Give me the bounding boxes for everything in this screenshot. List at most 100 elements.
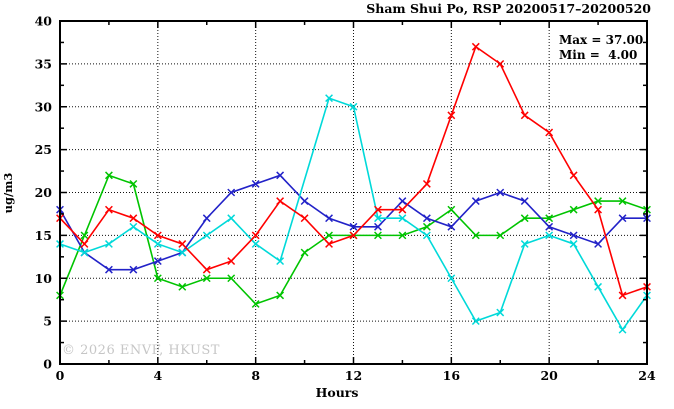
- marker-stroke: [202, 265, 211, 274]
- series-cyan-marker-h7: [227, 214, 236, 223]
- marker-stroke: [129, 179, 138, 188]
- y-tick-label-20: 20: [35, 185, 53, 200]
- marker-stroke: [569, 231, 578, 240]
- series-cyan-marker-h4: [153, 240, 162, 248]
- marker-stroke: [520, 240, 529, 248]
- marker-stroke: [349, 222, 358, 231]
- series-green-marker-h2: [104, 171, 113, 180]
- marker-stroke: [153, 257, 162, 266]
- series-cyan-marker-h21: [569, 240, 578, 248]
- marker-stroke: [251, 231, 260, 240]
- marker-stroke: [618, 291, 627, 300]
- series-green-marker-h4: [153, 274, 162, 283]
- series-green-marker-h13: [374, 231, 382, 240]
- marker-stroke: [398, 205, 407, 214]
- series-red-marker-h23: [618, 291, 627, 300]
- series-cyan-marker-h12: [349, 102, 358, 111]
- series-green-marker-h15: [422, 222, 431, 231]
- marker-stroke: [227, 214, 236, 223]
- series-red-marker-h17: [471, 42, 480, 51]
- series-red-marker-h16: [447, 111, 456, 120]
- marker-stroke: [276, 291, 285, 300]
- marker-stroke: [202, 231, 211, 240]
- x-axis-title: Hours: [315, 385, 359, 400]
- series-blue-marker-h2: [104, 265, 113, 274]
- series-blue-marker-h3: [129, 265, 138, 274]
- marker-stroke: [520, 111, 529, 120]
- chart-title: Sham Shui Po, RSP 20200517–20200520: [366, 1, 651, 16]
- series-red-marker-h3: [129, 214, 138, 223]
- marker-stroke: [374, 214, 382, 223]
- marker-stroke: [496, 59, 505, 68]
- marker-stroke: [496, 188, 505, 197]
- series-green-marker-h11: [325, 231, 333, 240]
- series-green-line: [59, 174, 648, 305]
- marker-stroke: [545, 222, 554, 231]
- series-green-marker-h23: [618, 197, 627, 206]
- series-blue-marker-h9: [276, 171, 285, 180]
- marker-stroke: [594, 282, 603, 291]
- marker-stroke: [178, 282, 187, 291]
- series-red-marker-h9: [276, 197, 285, 206]
- marker-stroke: [276, 197, 285, 206]
- marker-stroke: [471, 231, 480, 240]
- series-cyan-marker-h17: [471, 317, 480, 326]
- marker-stroke: [251, 240, 260, 248]
- x-tick-label-0: 0: [56, 368, 65, 383]
- series-blue-marker-h12: [349, 222, 358, 231]
- series-blue-marker-h16: [447, 222, 456, 231]
- x-tick-label-20: 20: [540, 368, 558, 383]
- series-green-marker-h20: [545, 214, 554, 223]
- marker-stroke: [202, 214, 211, 223]
- series-green-marker-h3: [129, 179, 138, 188]
- marker-stroke: [545, 128, 554, 137]
- series-green-marker-h16: [447, 205, 456, 214]
- marker-stroke: [349, 231, 358, 240]
- marker-stroke: [398, 231, 407, 240]
- series-green-marker-h7: [227, 274, 236, 283]
- marker-stroke: [300, 248, 309, 257]
- series-red-marker-h10: [300, 214, 309, 223]
- marker-stroke: [594, 197, 603, 206]
- series-green-marker-h1: [80, 231, 89, 240]
- marker-stroke: [422, 179, 431, 188]
- watermark: © 2026 ENVF, HKUST: [62, 343, 220, 358]
- series-green-marker-h22: [594, 197, 603, 206]
- series-cyan-marker-h19: [520, 240, 529, 248]
- series-cyan-marker-h22: [594, 282, 603, 291]
- series-cyan-line: [59, 97, 648, 332]
- marker-stroke: [447, 205, 456, 214]
- marker-stroke: [374, 231, 382, 240]
- max-min-annotation: Max = 37.00 Min = 4.00: [559, 33, 643, 63]
- series-blue-marker-h7: [227, 188, 236, 197]
- marker-stroke: [227, 188, 236, 197]
- series-cyan-marker-h11: [325, 94, 333, 103]
- marker-stroke: [422, 222, 431, 231]
- marker-stroke: [129, 265, 138, 274]
- marker-stroke: [594, 240, 603, 248]
- min-value-label: Min = 4.00: [559, 48, 638, 62]
- marker-stroke: [104, 265, 113, 274]
- series-cyan-marker-h3: [129, 222, 138, 231]
- marker-stroke: [618, 214, 627, 223]
- series-blue-marker-h10: [300, 197, 309, 206]
- marker-stroke: [447, 274, 456, 283]
- series-green-marker-h17: [471, 231, 480, 240]
- marker-stroke: [104, 205, 113, 214]
- marker-stroke: [422, 231, 431, 240]
- series-green-marker-h6: [202, 274, 211, 283]
- series-red-marker-h2: [104, 205, 113, 214]
- marker-stroke: [618, 325, 627, 334]
- series-blue-marker-h20: [545, 222, 554, 231]
- series-cyan-marker-h1: [80, 248, 89, 257]
- x-tick-label-16: 16: [443, 368, 461, 383]
- y-tick-label-25: 25: [35, 142, 52, 157]
- series-blue-marker-h15: [422, 214, 431, 223]
- series-red-marker-h13: [374, 205, 382, 214]
- series-red-marker-h11: [325, 240, 333, 248]
- marker-stroke: [80, 240, 89, 248]
- marker-stroke: [178, 240, 187, 248]
- series-blue-marker-h21: [569, 231, 578, 240]
- x-tick-label-24: 24: [638, 368, 656, 383]
- marker-stroke: [349, 102, 358, 111]
